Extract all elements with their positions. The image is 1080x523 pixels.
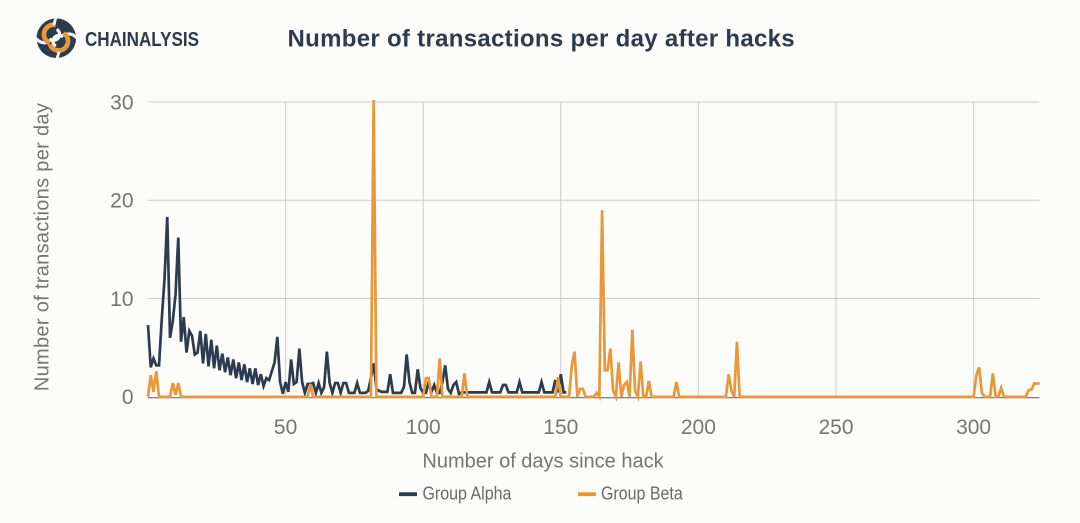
svg-text:0: 0 xyxy=(122,386,134,409)
svg-text:150: 150 xyxy=(543,416,578,439)
svg-text:Group Alpha: Group Alpha xyxy=(422,484,511,504)
svg-text:CHAINALYSIS: CHAINALYSIS xyxy=(85,28,199,51)
svg-text:30: 30 xyxy=(110,91,133,114)
svg-text:Number of days since hack: Number of days since hack xyxy=(422,451,664,473)
svg-text:20: 20 xyxy=(110,190,133,213)
svg-text:200: 200 xyxy=(681,416,716,439)
svg-text:250: 250 xyxy=(818,416,853,439)
svg-text:10: 10 xyxy=(110,288,133,311)
svg-text:Number of transactions per day: Number of transactions per day xyxy=(32,103,54,391)
svg-text:Number of transactions per day: Number of transactions per day after hac… xyxy=(288,26,795,53)
svg-text:100: 100 xyxy=(406,416,441,439)
svg-text:Group Beta: Group Beta xyxy=(601,484,683,504)
svg-text:50: 50 xyxy=(274,416,297,439)
svg-text:300: 300 xyxy=(956,416,991,439)
